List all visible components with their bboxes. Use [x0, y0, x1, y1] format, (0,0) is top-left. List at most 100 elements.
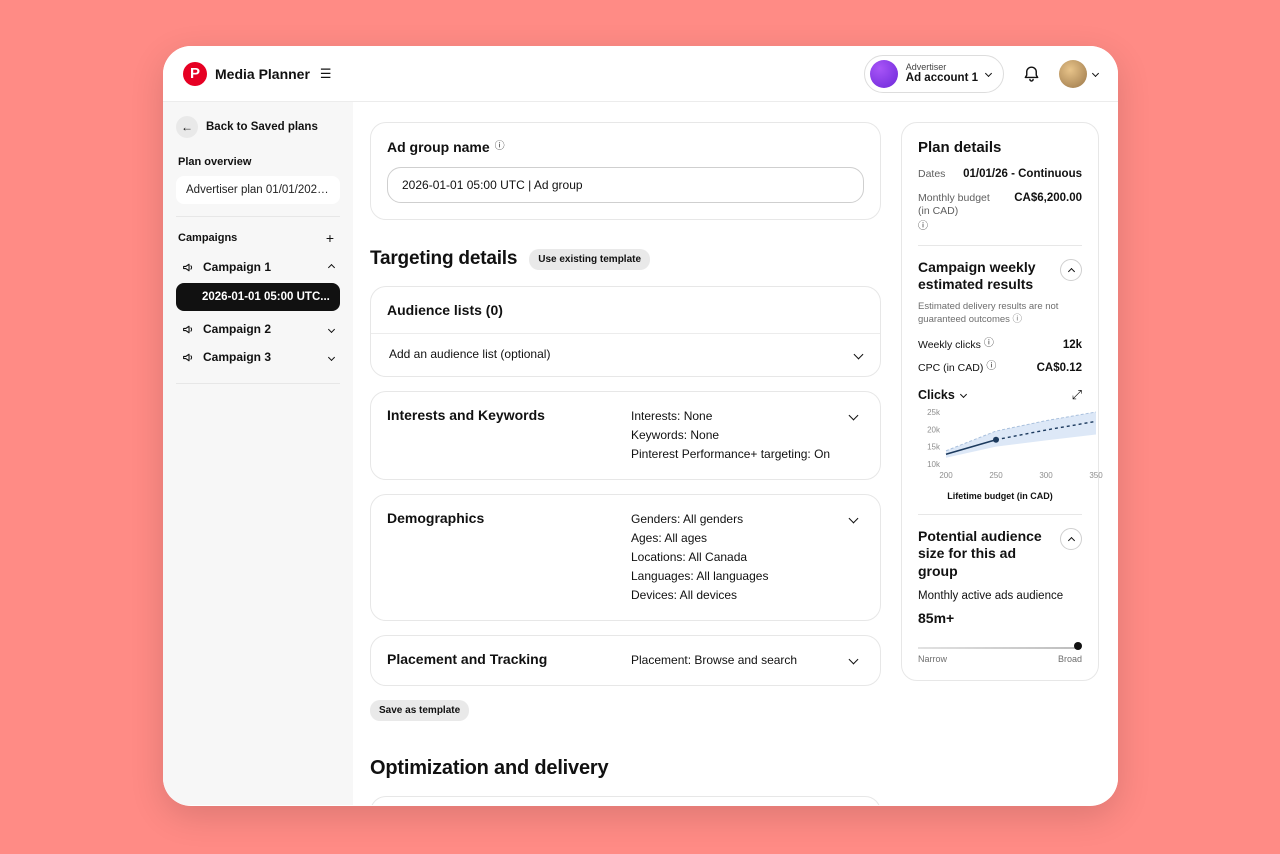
app-window: P Media Planner ☰ Advertiser Ad account … [163, 46, 1118, 806]
add-campaign-button[interactable]: + [325, 230, 334, 246]
dates-row: Dates 01/01/26 - Continuous [918, 168, 1082, 182]
placement-summary: Placement: Browse and search [631, 653, 798, 667]
cpc-row: CPC (in CAD) ⓘ CA$0.12 [918, 362, 1082, 376]
sidebar-item-campaign-3[interactable]: Campaign 3 [176, 343, 340, 371]
info-icon: ⓘ [983, 337, 994, 349]
user-menu[interactable] [1059, 59, 1100, 88]
svg-text:25k: 25k [927, 408, 941, 417]
chevron-down-icon [1091, 69, 1100, 78]
info-icon: ⓘ [494, 141, 505, 152]
user-avatar [1059, 59, 1087, 88]
demographics-title: Demographics [387, 510, 485, 526]
chevron-up-icon [1067, 267, 1075, 275]
back-to-saved-plans-button[interactable]: ← Back to Saved plans [176, 116, 340, 138]
expand-chart-icon[interactable]: ⤢ [1071, 387, 1082, 403]
weekly-clicks-value: 12k [1062, 338, 1082, 351]
dates-label: Dates [918, 168, 946, 180]
svg-text:20k: 20k [927, 425, 941, 434]
chevron-down-icon [327, 353, 336, 361]
plan-details-card: Plan details Dates 01/01/26 - Continuous… [901, 122, 1103, 682]
collapse-audience-button[interactable] [1060, 527, 1082, 550]
info-icon: ⓘ [918, 220, 928, 232]
svg-text:350: 350 [1089, 471, 1103, 480]
divider [918, 244, 1082, 246]
pinterest-logo-icon: P [183, 61, 207, 86]
audience-lists-title: Audience lists (0) [387, 302, 503, 318]
placement-tracking-row[interactable]: Placement and Tracking Placement: Browse… [371, 636, 880, 685]
demographics-row[interactable]: Demographics Genders: All genders Ages: … [371, 495, 880, 620]
chevron-up-icon [1067, 536, 1075, 544]
campaign-icon [182, 323, 195, 336]
slider-dot [1074, 642, 1082, 651]
weekly-results-title: Campaign weekly estimated results [918, 258, 1036, 293]
dates-value: 01/01/26 - Continuous [963, 168, 1082, 180]
audience-subtitle: Monthly active ads audience [918, 590, 1064, 603]
sidebar-item-campaign-2[interactable]: Campaign 2 [176, 315, 340, 343]
notifications-button[interactable] [1022, 64, 1041, 83]
campaign-label: Campaign 3 [203, 350, 272, 364]
weekly-clicks-label: Weekly clicks [918, 338, 981, 351]
chevron-down-icon [853, 349, 864, 359]
use-existing-template-button[interactable]: Use existing template [529, 248, 651, 270]
campaign-label: Campaign 1 [203, 260, 272, 274]
ad-group-name-card: Ad group name ⓘ [370, 122, 881, 220]
targeting-details-title: Targeting details [370, 248, 518, 269]
cpc-value: CA$0.12 [1036, 362, 1082, 375]
optimization-card: Optimization Note: Changing the optimiza… [370, 796, 881, 805]
svg-text:200: 200 [939, 471, 953, 480]
ad-group-name-input[interactable] [387, 167, 864, 203]
hamburger-menu-icon[interactable]: ☰ [319, 66, 332, 81]
svg-text:15k: 15k [927, 442, 941, 451]
audience-breadth-indicator [918, 640, 1082, 652]
advertiser-avatar [869, 59, 898, 88]
back-arrow-icon: ← [176, 116, 198, 138]
campaign-label: Campaign 2 [203, 322, 272, 336]
chevron-down-icon [848, 410, 859, 421]
interests-keywords-row[interactable]: Interests and Keywords Interests: None K… [371, 392, 880, 479]
weekly-clicks-row: Weekly clicks ⓘ 12k [918, 337, 1082, 353]
audience-lists-card: Audience lists (0) Add an audience list … [370, 286, 881, 377]
chevron-down-icon [848, 513, 859, 524]
slider-track [918, 647, 1080, 649]
chart-metric-select[interactable]: Clicks [918, 387, 955, 402]
account-type: Advertiser [905, 61, 947, 72]
chevron-up-icon [327, 263, 336, 271]
interests-summary: Interests: None Keywords: None Pinterest… [631, 409, 831, 461]
campaign-icon [182, 261, 195, 274]
sidebar-item-plan[interactable]: Advertiser plan 01/01/2026 2... [176, 176, 340, 204]
results-disclaimer: Estimated delivery results are not guara… [918, 300, 1059, 325]
ad-group-name-label: Ad group name [387, 139, 490, 155]
add-audience-label: Add an audience list (optional) [389, 347, 551, 361]
plan-details-title: Plan details [918, 139, 1002, 156]
add-audience-list-row[interactable]: Add an audience list (optional) [371, 333, 880, 376]
chevron-down-icon [848, 654, 859, 665]
broad-label: Broad [1057, 654, 1082, 665]
chevron-down-icon [984, 69, 993, 78]
divider [918, 513, 1082, 515]
collapse-weekly-button[interactable] [1060, 258, 1082, 281]
narrow-label: Narrow [918, 654, 948, 665]
campaign-icon [182, 351, 195, 364]
save-as-template-button[interactable]: Save as template [370, 700, 470, 721]
chevron-down-icon [327, 325, 336, 333]
demographics-summary: Genders: All genders Ages: All ages Loca… [631, 512, 769, 602]
audience-size-value: 85m+ [918, 610, 955, 627]
divider [176, 383, 340, 384]
interests-title: Interests and Keywords [387, 407, 545, 423]
sidebar-item-ad-group-selected[interactable]: 2026-01-01 05:00 UTC... [176, 283, 340, 311]
audience-size-title: Potential audience size for this ad grou… [918, 527, 1042, 579]
campaigns-label: Campaigns [178, 232, 238, 244]
top-bar: P Media Planner ☰ Advertiser Ad account … [163, 46, 1118, 102]
account-switcher[interactable]: Advertiser Ad account 1 [863, 54, 1004, 93]
cpc-label: CPC (in CAD) [918, 362, 984, 375]
sidebar-item-campaign-1[interactable]: Campaign 1 [176, 253, 340, 281]
plan-overview-label: Plan overview [178, 156, 252, 168]
interests-keywords-card: Interests and Keywords Interests: None K… [370, 391, 881, 480]
budget-value: CA$6,200.00 [1014, 191, 1082, 204]
divider [176, 216, 340, 217]
budget-row: Monthly budget (in CAD) ⓘ CA$6,200.00 [918, 192, 1082, 232]
chevron-down-icon [959, 391, 967, 399]
app-title: Media Planner [215, 65, 310, 82]
main-column: Ad group name ⓘ Targeting details Use ex… [370, 122, 881, 805]
estimated-results-chart: 10k 15k 20k 25k 200 250 300 350 [927, 408, 1103, 480]
